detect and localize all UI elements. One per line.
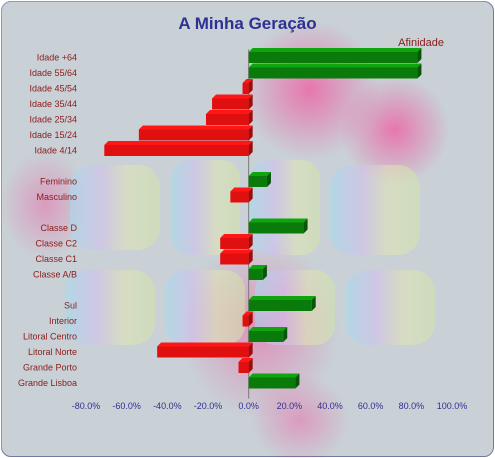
chart-title: A Minha Geração [178, 14, 317, 33]
category-label: Classe C2 [35, 239, 77, 249]
category-label: Feminino [40, 177, 77, 187]
category-label: Idade 4/14 [34, 146, 77, 156]
category-label: Classe C1 [35, 254, 77, 264]
bar [242, 311, 253, 327]
bar [104, 141, 253, 156]
bar [248, 373, 300, 389]
bar [157, 342, 253, 358]
x-tick-label: 60.0% [358, 401, 384, 411]
category-label: Grande Porto [23, 363, 77, 373]
bar [248, 48, 422, 63]
category-label: Idade 55/64 [29, 68, 77, 78]
bar [242, 79, 253, 94]
x-tick-label: 0.0% [238, 401, 259, 411]
bar [238, 358, 253, 373]
x-tick-label: 100.0% [437, 401, 468, 411]
bar [138, 125, 253, 141]
category-label: Litoral Norte [28, 347, 77, 357]
category-label: Classe D [40, 223, 77, 233]
bar [248, 265, 267, 280]
bar [248, 172, 271, 187]
category-label: Idade 45/54 [29, 84, 77, 94]
bar [212, 94, 253, 110]
x-tick-label: 40.0% [317, 401, 343, 411]
category-label: Idade 15/24 [29, 130, 77, 140]
category-label: Sul [64, 301, 77, 311]
bar [205, 110, 253, 125]
x-tick-label: 80.0% [399, 401, 425, 411]
bar [248, 327, 288, 342]
x-tick-label: -80.0% [72, 401, 101, 411]
category-label: Classe A/B [33, 270, 77, 280]
x-tick-label: -60.0% [112, 401, 141, 411]
bar [220, 234, 253, 249]
bar [230, 187, 253, 203]
bar [248, 63, 422, 79]
legend-label: Afinidade [398, 37, 444, 49]
category-label: Idade 25/34 [29, 115, 77, 125]
bar [248, 218, 308, 234]
category-label: Idade +64 [37, 53, 77, 63]
category-label: Grande Lisboa [18, 378, 77, 388]
category-label: Idade 35/44 [29, 99, 77, 109]
category-label: Interior [49, 316, 77, 326]
x-tick-label: -40.0% [153, 401, 182, 411]
x-tick-label: -20.0% [194, 401, 223, 411]
x-tick-label: 20.0% [277, 401, 303, 411]
bar [220, 249, 253, 265]
bar [248, 296, 316, 311]
category-label: Litoral Centro [23, 332, 77, 342]
category-label: Masculino [36, 192, 77, 202]
